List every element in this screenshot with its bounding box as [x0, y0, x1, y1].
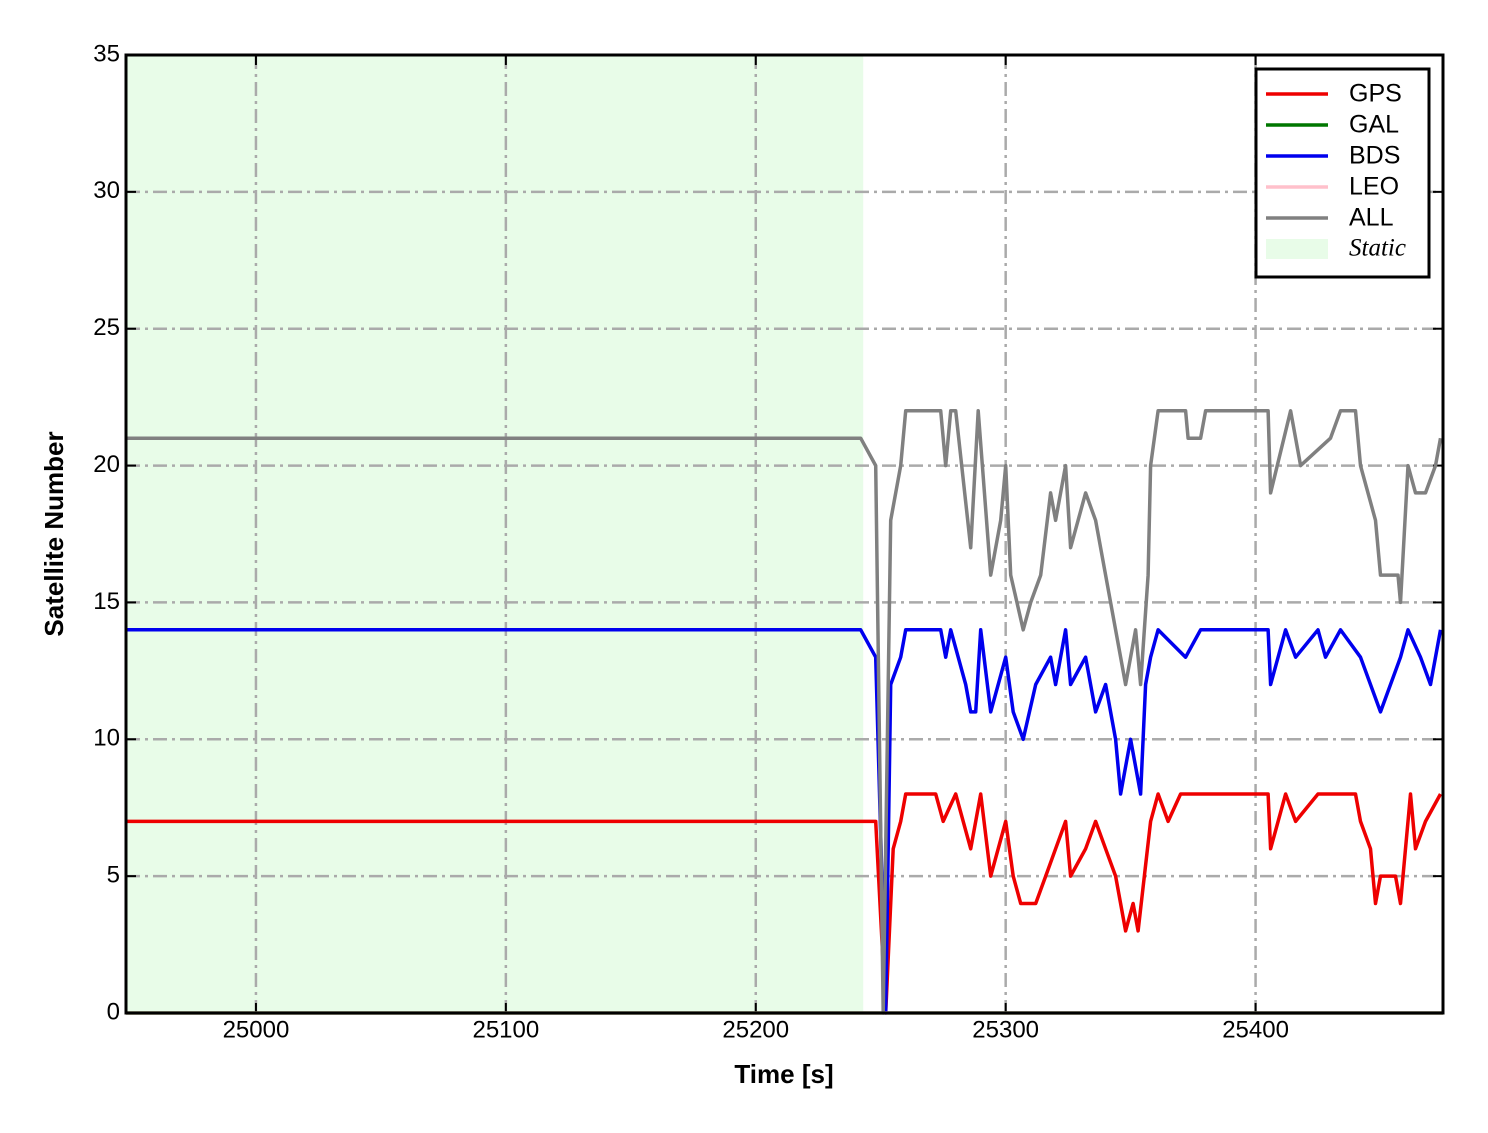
series-line	[126, 628, 1443, 1015]
y-tick-label: 5	[107, 861, 120, 888]
legend-label: GPS	[1349, 80, 1402, 108]
y-tick-label: 0	[107, 998, 120, 1025]
y-axis-label: Satellite Number	[39, 431, 69, 636]
x-tick-label: 25100	[472, 1016, 539, 1043]
x-axis-label: Time [s]	[734, 1059, 833, 1089]
x-tick-label: 25200	[722, 1016, 789, 1043]
legend-swatch	[1266, 239, 1328, 259]
legend-label: Static	[1349, 235, 1406, 262]
series-line	[126, 792, 1443, 1015]
y-tick-label: 10	[93, 725, 120, 752]
x-tick-label: 25300	[972, 1016, 1039, 1043]
legend-label: ALL	[1349, 204, 1394, 232]
legend-label: LEO	[1349, 173, 1399, 201]
x-tick-label: 25000	[223, 1016, 290, 1043]
y-tick-label: 35	[93, 40, 120, 67]
y-tick-label: 30	[93, 177, 120, 204]
y-tick-label: 25	[93, 314, 120, 341]
plot-frame	[124, 53, 1445, 1015]
legend-label: BDS	[1349, 142, 1400, 170]
y-tick-label: 15	[93, 588, 120, 615]
series-line	[126, 409, 1443, 1015]
x-tick-label: 25400	[1222, 1016, 1289, 1043]
legend-label: GAL	[1349, 111, 1399, 139]
y-tick-label: 20	[93, 451, 120, 478]
static-span	[126, 55, 864, 1013]
